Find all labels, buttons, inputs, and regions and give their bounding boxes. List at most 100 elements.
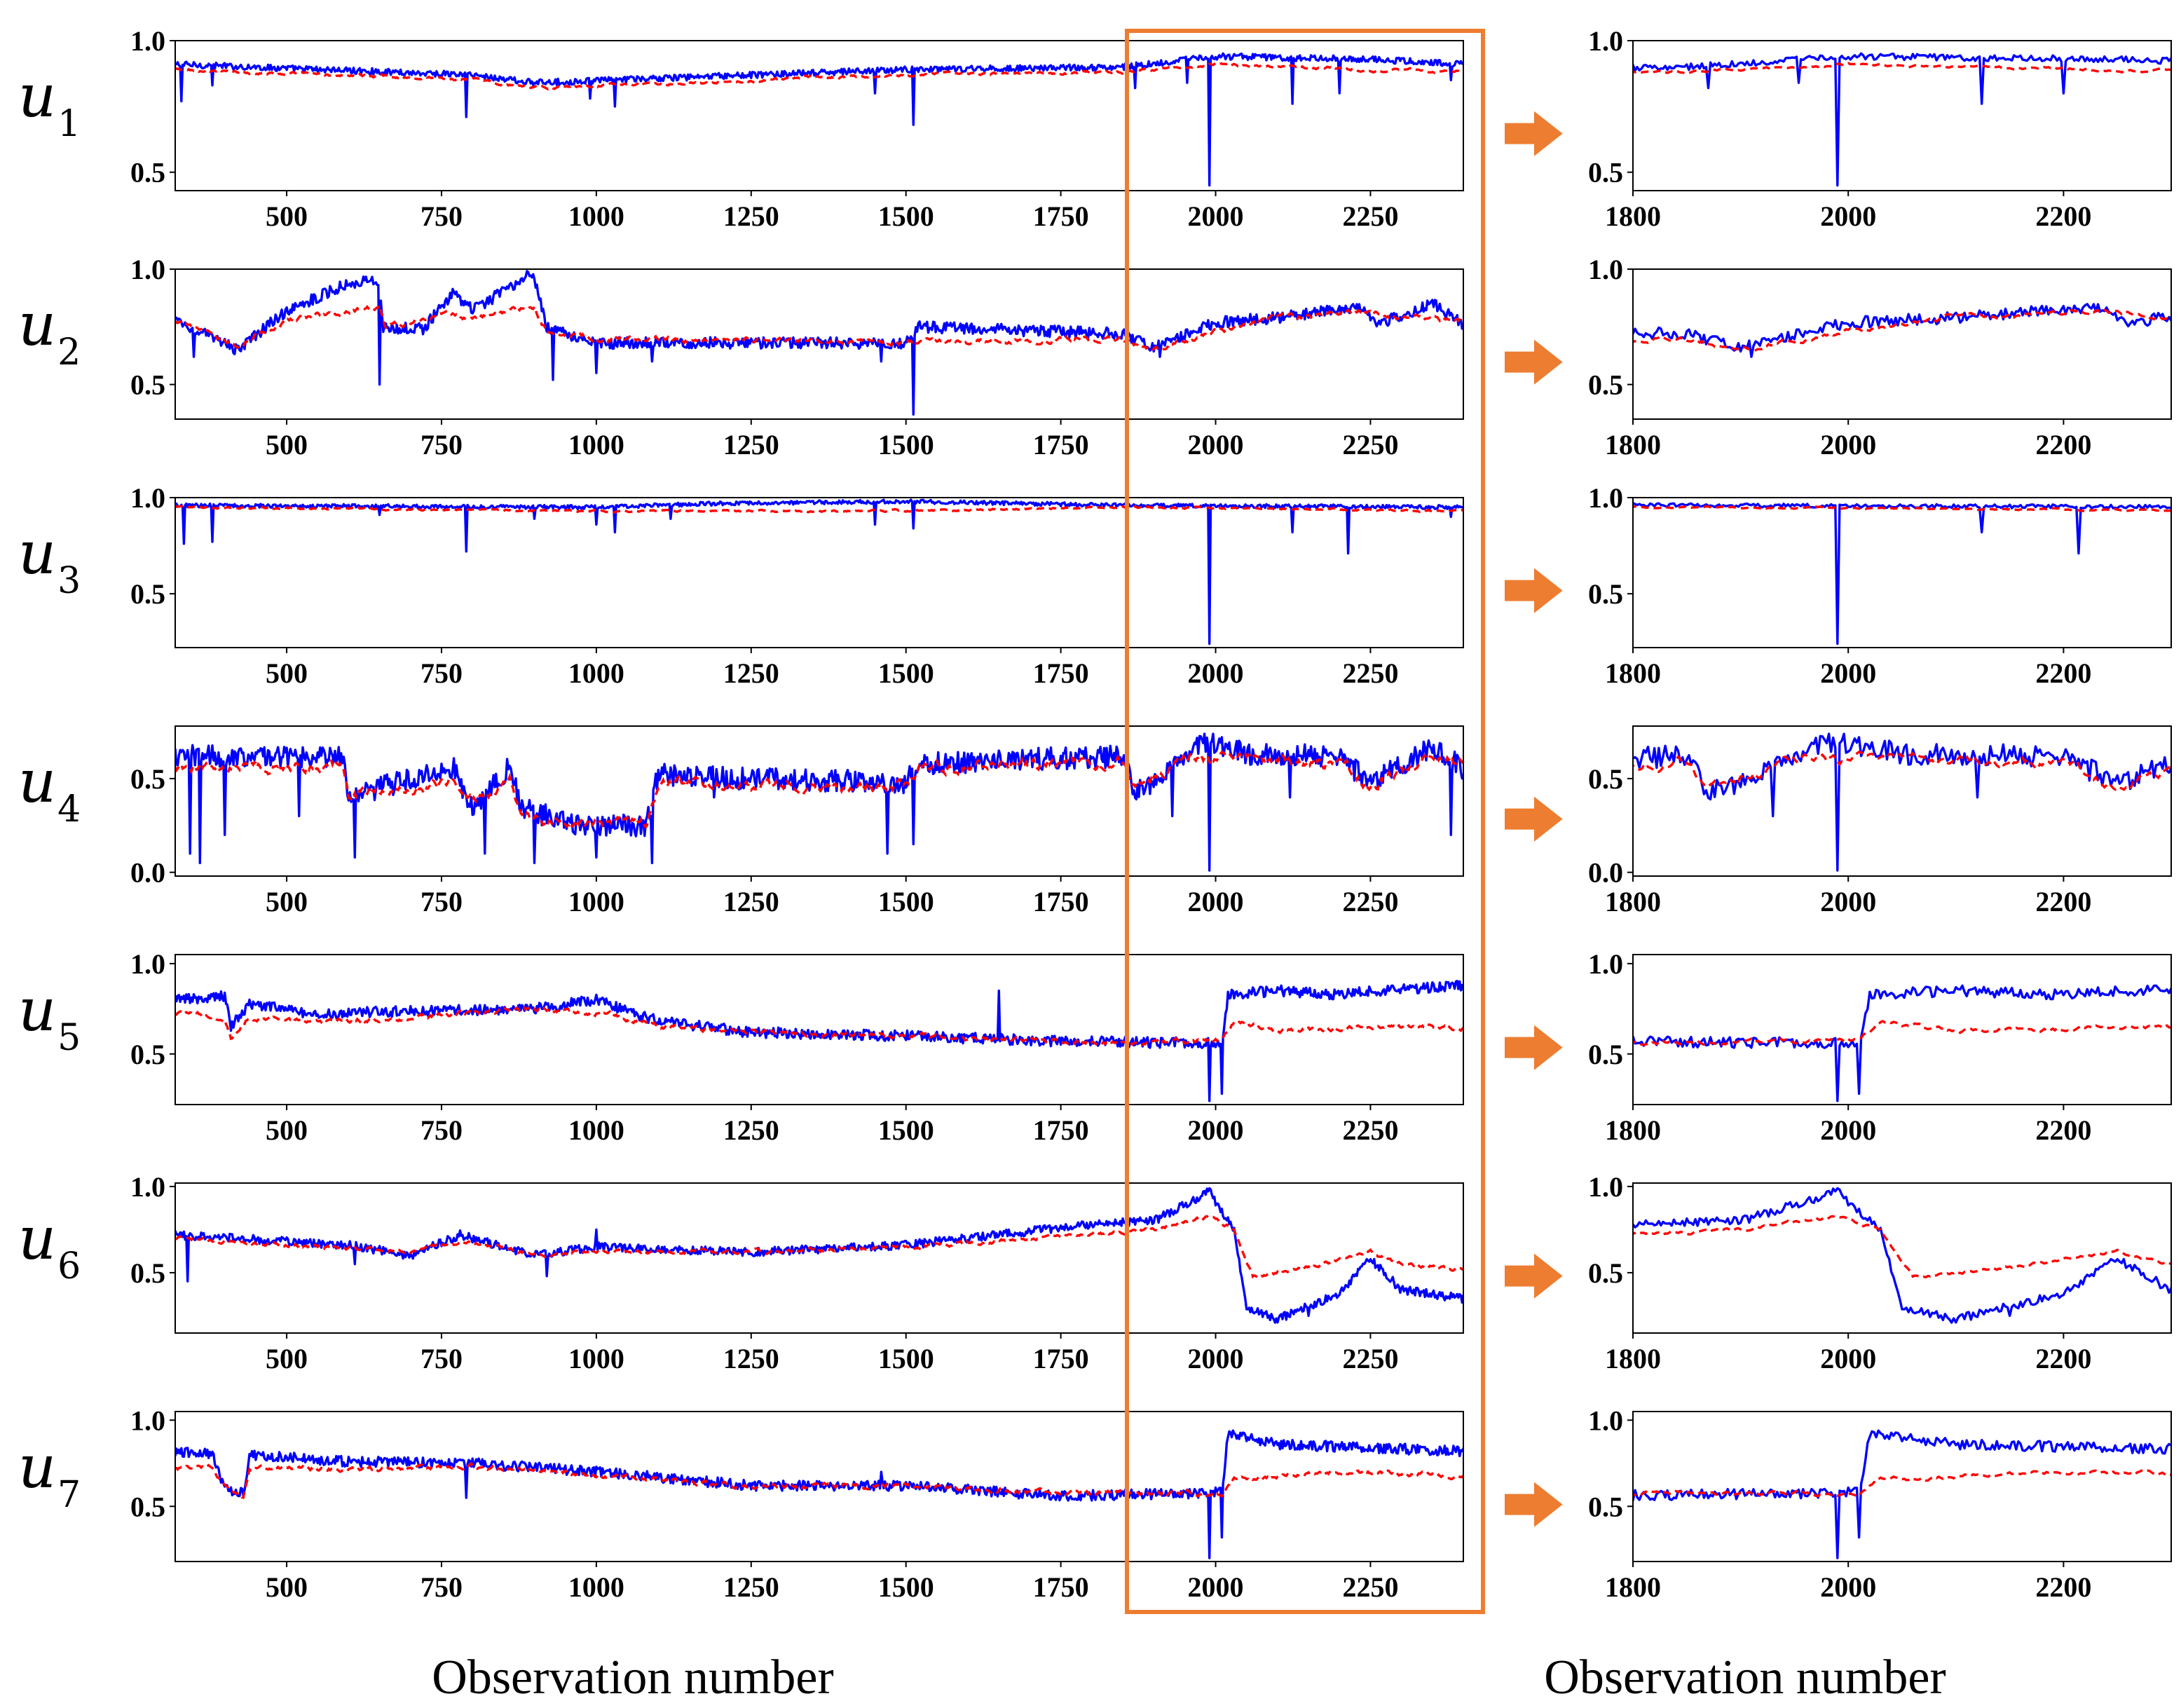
plot-main-u2: 500 750 1000 1250 1500 1750 2000 2250 0.5 1.0 — [130, 254, 1464, 460]
axes-frame — [1632, 268, 2172, 420]
x-tick-label: 500 — [266, 429, 308, 460]
x-tick-label: 2000 — [1820, 657, 1876, 689]
plot-main-u7: 500 750 1000 1250 1500 1750 2000 2250 0.5 1.0 — [130, 1405, 1464, 1603]
axes-frame — [175, 1411, 1464, 1562]
y-tick-label: 0.5 — [1588, 1257, 1623, 1289]
x-tick-label: 2000 — [1188, 1114, 1244, 1146]
plot-main-u3: 500 750 1000 1250 1500 1750 2000 2250 0.5 1.0 — [130, 482, 1464, 689]
x-tick-label: 1000 — [568, 1571, 624, 1603]
series-group — [175, 979, 1463, 1102]
y-tick-label: 0.5 — [1588, 578, 1623, 610]
arrow-icon — [1505, 568, 1563, 613]
axes-frame — [175, 1182, 1464, 1334]
x-tick-label: 750 — [421, 657, 463, 689]
x-tick-label: 1800 — [1605, 200, 1661, 232]
row-label-u5: u5 — [18, 976, 81, 1059]
x-tick-label: 2000 — [1820, 1343, 1876, 1374]
axes-frame — [175, 725, 1464, 877]
x-tick-label: 1800 — [1605, 1343, 1661, 1374]
x-tick-label: 750 — [421, 1571, 463, 1603]
series-line-blue — [175, 979, 1463, 1102]
x-tick-label: 1500 — [878, 1571, 934, 1603]
x-tick-label: 2000 — [1820, 1571, 1876, 1603]
x-tick-label: 1250 — [723, 1114, 779, 1146]
series-group — [1633, 732, 2171, 872]
x-tick-label: 2200 — [2035, 657, 2091, 689]
y-tick-label: 0.0 — [130, 857, 165, 889]
axes-frame — [1632, 40, 2172, 191]
x-tick-label: 1250 — [723, 1571, 779, 1603]
y-tick-label: 0.5 — [130, 1491, 165, 1522]
axes-frame — [1632, 497, 2172, 648]
series-group — [175, 52, 1463, 187]
y-tick-label: 1.0 — [130, 25, 165, 57]
x-tick-label: 1500 — [878, 200, 934, 232]
series-line-red — [175, 505, 1463, 514]
plot-main-u1: 500 750 1000 1250 1500 1750 2000 2250 0.5 1.0 — [130, 25, 1464, 232]
y-tick-label: 1.0 — [1588, 254, 1623, 285]
y-tick-label: 0.5 — [1588, 763, 1623, 795]
y-tick-label: 1.0 — [130, 1171, 165, 1203]
plot-zoom-u5: 1800 2000 2200 0.5 1.0 — [1588, 948, 2172, 1146]
y-tick-label: 1.0 — [1588, 25, 1623, 57]
series-group — [1633, 984, 2171, 1102]
x-tick-label: 2000 — [1188, 1343, 1244, 1374]
plot-zoom-u3: 1800 2000 2200 0.5 1.0 — [1588, 482, 2172, 689]
plot-zoom-u6: 1800 2000 2200 0.5 1.0 — [1588, 1171, 2172, 1374]
x-tick-label: 1800 — [1605, 1571, 1661, 1603]
x-tick-label: 750 — [421, 200, 463, 232]
x-tick-label: 500 — [266, 1343, 308, 1374]
row-label-u3: u3 — [18, 519, 81, 602]
x-tick-label: 1250 — [723, 429, 779, 460]
series-line-blue — [175, 732, 1463, 872]
x-tick-label: 2000 — [1820, 429, 1876, 460]
axes-frame — [175, 268, 1464, 420]
series-line-red — [175, 1006, 1463, 1046]
series-group — [1633, 502, 2171, 645]
x-tick-label: 500 — [266, 1114, 308, 1146]
series-line-blue — [175, 52, 1463, 187]
y-tick-label: 0.0 — [1588, 857, 1623, 889]
x-tick-label: 500 — [266, 200, 308, 232]
x-tick-label: 2250 — [1342, 200, 1398, 232]
series-line-red — [1633, 1215, 2171, 1279]
y-tick-label: 0.5 — [1588, 1039, 1623, 1070]
x-tick-label: 2200 — [2035, 1571, 2091, 1603]
x-tick-label: 500 — [266, 886, 308, 917]
plot-zoom-u2: 1800 2000 2200 0.5 1.0 — [1588, 254, 2172, 460]
plot-main-u5: 500 750 1000 1250 1500 1750 2000 2250 0.5 1.0 — [130, 948, 1464, 1146]
x-tick-label: 2200 — [2035, 1114, 2091, 1146]
row-label-u1: u1 — [18, 62, 81, 145]
y-tick-label: 0.5 — [1588, 369, 1623, 401]
x-tick-label: 2200 — [2035, 886, 2091, 917]
arrows — [1505, 111, 1563, 1527]
arrow-icon — [1505, 1253, 1563, 1299]
x-tick-label: 1750 — [1033, 200, 1089, 232]
x-tick-label: 2250 — [1342, 657, 1398, 689]
highlight-box — [1125, 29, 1485, 1614]
y-tick-label: 0.5 — [130, 157, 165, 189]
x-tick-label: 750 — [421, 1343, 463, 1374]
y-tick-label: 1.0 — [130, 1405, 165, 1436]
arrow-icon — [1505, 1482, 1563, 1527]
series-line-red — [175, 750, 1463, 829]
series-line-blue — [175, 270, 1463, 416]
x-tick-label: 2000 — [1188, 200, 1244, 232]
series-line-red — [175, 1215, 1463, 1279]
series-group — [175, 732, 1463, 872]
x-tick-label: 1500 — [878, 657, 934, 689]
series-group — [175, 270, 1463, 416]
y-tick-label: 1.0 — [130, 482, 165, 514]
x-tick-label: 2200 — [2035, 1343, 2091, 1374]
x-tick-label: 1750 — [1033, 657, 1089, 689]
y-tick-label: 0.5 — [130, 578, 165, 610]
row-label-u7: u7 — [18, 1433, 81, 1516]
series-line-blue — [1633, 303, 2171, 358]
x-tick-label: 500 — [266, 657, 308, 689]
series-line-blue — [1633, 732, 2171, 872]
x-tick-label: 1500 — [878, 429, 934, 460]
plot-main-u6: 500 750 1000 1250 1500 1750 2000 2250 0.5 1.0 — [130, 1171, 1464, 1374]
x-tick-label: 1000 — [568, 657, 624, 689]
plot-zoom-u7: 1800 2000 2200 0.5 1.0 — [1588, 1405, 2172, 1603]
x-axis-label-main: Observation number — [432, 1651, 833, 1704]
